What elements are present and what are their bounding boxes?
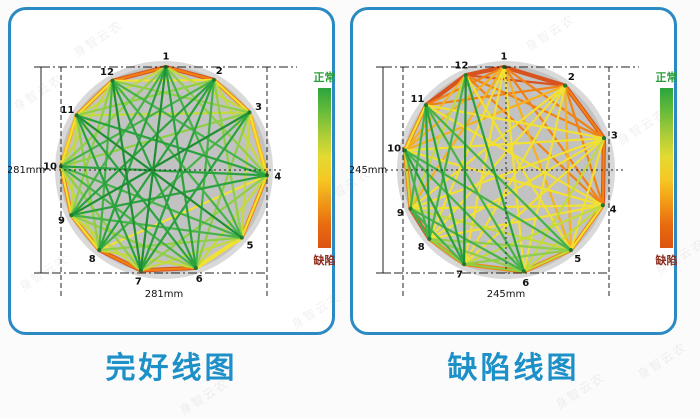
node-label: 10 bbox=[387, 144, 401, 155]
node-label: 4 bbox=[610, 204, 617, 215]
legend-top-label: 正常 bbox=[314, 70, 336, 84]
node-label: 12 bbox=[100, 67, 114, 78]
node-label: 9 bbox=[397, 208, 404, 219]
legend-gradient-bar bbox=[660, 88, 673, 248]
velocity-chords bbox=[59, 65, 268, 272]
node-label: 3 bbox=[255, 102, 262, 113]
node-label: 11 bbox=[60, 105, 74, 116]
caption-intact-line-diagram: 完好线图 bbox=[105, 351, 238, 386]
node-label: 8 bbox=[89, 254, 96, 265]
node-label: 6 bbox=[196, 274, 203, 285]
node-label: 5 bbox=[247, 240, 254, 251]
node-label: 5 bbox=[574, 254, 581, 265]
height-dimension-label: 245mm bbox=[350, 165, 387, 176]
node-label: 8 bbox=[418, 242, 425, 253]
width-dimension-label: 245mm bbox=[487, 289, 526, 300]
node-label: 3 bbox=[611, 130, 618, 141]
legend-bottom-label: 缺陷 bbox=[313, 253, 336, 267]
node-label: 10 bbox=[43, 162, 57, 173]
measurement-lines bbox=[34, 66, 297, 298]
caption-defect-line-diagram: 缺陷线图 bbox=[447, 351, 580, 386]
legend-top-label: 正常 bbox=[656, 70, 678, 84]
sensor-node-dots bbox=[402, 65, 606, 274]
legend-bottom-label: 缺陷 bbox=[655, 253, 678, 267]
defect-line-diagram-panel: 1 2 3 4 5 6 7 8 9 10 11 12 245mm 245mm 正常 缺陷 bbox=[350, 7, 678, 335]
width-dimension-label: 281mm bbox=[145, 289, 184, 300]
node-label: 1 bbox=[501, 52, 508, 63]
node-label: 2 bbox=[216, 66, 223, 77]
sensor-node-dots bbox=[59, 65, 269, 273]
node-label: 12 bbox=[454, 61, 468, 72]
node-label: 4 bbox=[274, 171, 281, 182]
node-label: 1 bbox=[163, 52, 170, 63]
node-label: 7 bbox=[456, 270, 463, 281]
intact-line-diagram-panel: 1 2 3 4 5 6 7 8 9 10 11 12 281mm 281mm 正常 缺陷 bbox=[8, 7, 336, 335]
node-label: 9 bbox=[58, 215, 65, 226]
height-dimension-label: 281mm bbox=[8, 165, 45, 176]
node-label: 2 bbox=[568, 72, 575, 83]
node-label: 6 bbox=[522, 278, 529, 289]
measurement-lines bbox=[376, 66, 639, 298]
velocity-chords bbox=[403, 65, 606, 273]
node-label: 11 bbox=[410, 94, 424, 105]
node-label: 7 bbox=[135, 277, 142, 288]
legend-gradient-bar bbox=[318, 88, 331, 248]
